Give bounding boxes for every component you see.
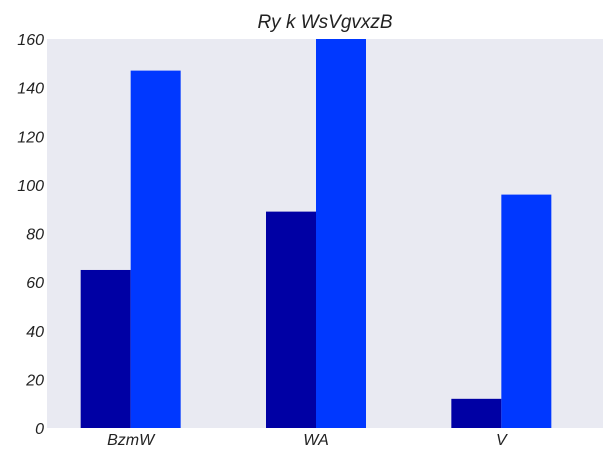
bars-group — [80, 39, 552, 428]
bar-wa-series-2 — [316, 39, 366, 428]
bar-bzmw-series-2 — [130, 70, 181, 428]
x-tick-label: WA — [303, 432, 328, 449]
bar-v-series-2 — [501, 194, 552, 428]
y-tick-label: 20 — [25, 372, 44, 389]
y-tick-label: 0 — [35, 421, 44, 438]
x-axis-ticks: BzmW WA V — [107, 432, 508, 449]
y-tick-label: 160 — [17, 32, 44, 49]
y-tick-label: 60 — [26, 275, 44, 292]
bar-v-series-1 — [451, 398, 502, 428]
bar-wa-series-1 — [266, 211, 316, 428]
y-tick-label: 40 — [26, 324, 44, 341]
x-tick-label: BzmW — [107, 432, 156, 449]
chart-title: Ry k WsVgvxzB — [257, 12, 392, 33]
y-tick-label: 80 — [26, 227, 44, 244]
y-axis-ticks: 0 20 40 60 80 100 120 140 160 — [17, 32, 44, 438]
y-tick-label: 120 — [17, 129, 44, 146]
y-tick-label: 100 — [17, 178, 44, 195]
y-tick-label: 140 — [17, 81, 44, 98]
x-tick-label: V — [496, 432, 508, 449]
bar-bzmw-series-1 — [80, 269, 131, 428]
